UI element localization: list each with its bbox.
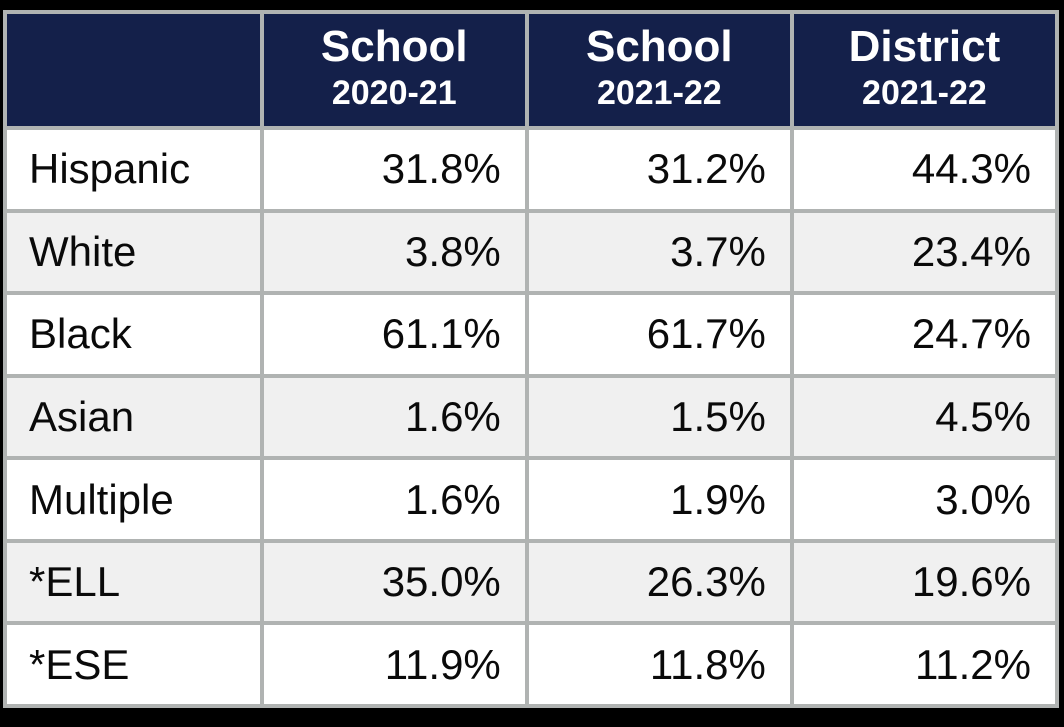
cell-value: 11.9%	[259, 621, 529, 708]
table-row: *ELL 35.0% 26.3% 19.6%	[3, 538, 1060, 626]
cell-value: 4.5%	[789, 373, 1060, 461]
cell-value: 61.7%	[524, 291, 794, 378]
cell-value: 44.3%	[789, 126, 1060, 213]
row-label: Black	[3, 291, 264, 378]
column-header-school-2020-21: School 2020-21	[259, 10, 529, 130]
row-label: *ELL	[3, 538, 264, 626]
cell-value: 1.6%	[259, 373, 529, 461]
corner-header-cell	[3, 10, 264, 130]
cell-value: 1.6%	[259, 456, 529, 543]
row-label: *ESE	[3, 621, 264, 708]
table-frame: School 2020-21 School 2021-22 District 2…	[3, 10, 1060, 708]
cell-value: 1.5%	[524, 373, 794, 461]
cell-value: 11.2%	[789, 621, 1060, 708]
column-title: District	[848, 22, 1001, 72]
column-subtitle: 2021-22	[862, 73, 987, 112]
row-label: Multiple	[3, 456, 264, 543]
table-row: White 3.8% 3.7% 23.4%	[3, 208, 1060, 296]
table-body: Hispanic 31.8% 31.2% 44.3% White 3.8% 3.…	[3, 126, 1060, 708]
demographics-table: School 2020-21 School 2021-22 District 2…	[3, 10, 1060, 708]
cell-value: 3.7%	[524, 208, 794, 296]
row-label: Asian	[3, 373, 264, 461]
cell-value: 31.8%	[259, 126, 529, 213]
cell-value: 26.3%	[524, 538, 794, 626]
column-title: School	[320, 22, 468, 72]
cell-value: 3.8%	[259, 208, 529, 296]
row-label: Hispanic	[3, 126, 264, 213]
table-row: Black 61.1% 61.7% 24.7%	[3, 291, 1060, 378]
cell-value: 35.0%	[259, 538, 529, 626]
cell-value: 24.7%	[789, 291, 1060, 378]
table-row: Asian 1.6% 1.5% 4.5%	[3, 373, 1060, 461]
cell-value: 19.6%	[789, 538, 1060, 626]
column-subtitle: 2021-22	[596, 73, 722, 112]
cell-value: 61.1%	[259, 291, 529, 378]
cell-value: 31.2%	[524, 126, 794, 213]
table-row: *ESE 11.9% 11.8% 11.2%	[3, 621, 1060, 708]
header-row: School 2020-21 School 2021-22 District 2…	[3, 10, 1060, 130]
column-header-school-2021-22: School 2021-22	[524, 10, 794, 130]
column-header-district-2021-22: District 2021-22	[789, 10, 1060, 130]
cell-value: 3.0%	[789, 456, 1060, 543]
table-row: Multiple 1.6% 1.9% 3.0%	[3, 456, 1060, 543]
column-title: School	[585, 22, 733, 72]
cell-value: 1.9%	[524, 456, 794, 543]
table-row: Hispanic 31.8% 31.2% 44.3%	[3, 126, 1060, 213]
row-label: White	[3, 208, 264, 296]
cell-value: 23.4%	[789, 208, 1060, 296]
column-subtitle: 2020-21	[331, 73, 457, 112]
cell-value: 11.8%	[524, 621, 794, 708]
